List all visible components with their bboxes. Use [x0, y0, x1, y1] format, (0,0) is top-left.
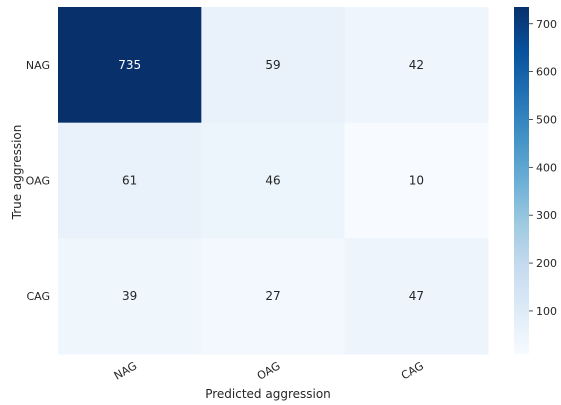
colorbar-tick-label: 100: [536, 305, 557, 318]
x-tick-label: CAG: [399, 359, 426, 382]
colorbar-tick-label: 500: [536, 113, 557, 126]
heatmap-cell: [58, 238, 202, 355]
colorbar-tick-label: 300: [536, 209, 557, 222]
heatmap-cell-value: 61: [122, 174, 137, 188]
heatmap-cell: [344, 238, 489, 355]
y-tick-label: NAG: [26, 59, 50, 72]
y-tick-label: OAG: [26, 175, 50, 188]
colorbar-tick-label: 200: [536, 257, 557, 270]
heatmap-cell-value: 59: [265, 58, 280, 72]
heatmap-cells: [58, 7, 489, 355]
x-axis-ticks: NAG OAG CAG: [112, 359, 426, 382]
x-tick-label: OAG: [255, 359, 283, 382]
heatmap-cell-value: 27: [265, 289, 280, 303]
y-tick-label: CAG: [26, 290, 50, 303]
heatmap-cell-labels: 735 59 42 61 46 10 39 27 47: [118, 58, 424, 303]
heatmap-cell: [344, 7, 489, 124]
colorbar: [514, 7, 529, 354]
heatmap-cell: [201, 122, 346, 239]
y-axis-ticks: NAG OAG CAG: [26, 59, 50, 303]
heatmap-cell: [201, 7, 346, 124]
colorbar-tick-label: 400: [536, 161, 557, 174]
heatmap-cell: [201, 238, 346, 355]
heatmap-cell-value: 39: [122, 289, 137, 303]
y-axis-label: True aggression: [10, 125, 24, 221]
colorbar-ticks: 100 200 300 400 500 600 700: [529, 18, 557, 318]
heatmap-cell-value: 735: [118, 58, 141, 72]
heatmap-cell-value: 42: [409, 58, 424, 72]
heatmap-cell-value: 47: [409, 289, 424, 303]
x-axis-label: Predicted aggression: [205, 387, 331, 401]
x-tick-label: NAG: [112, 359, 139, 382]
heatmap-cell-value: 10: [409, 174, 424, 188]
colorbar-tick-label: 600: [536, 66, 557, 79]
heatmap-cell-value: 46: [265, 174, 280, 188]
heatmap-cell: [344, 122, 489, 239]
heatmap-cell: [58, 122, 202, 239]
heatmap-cell: [58, 7, 202, 124]
colorbar-tick-label: 700: [536, 18, 557, 31]
